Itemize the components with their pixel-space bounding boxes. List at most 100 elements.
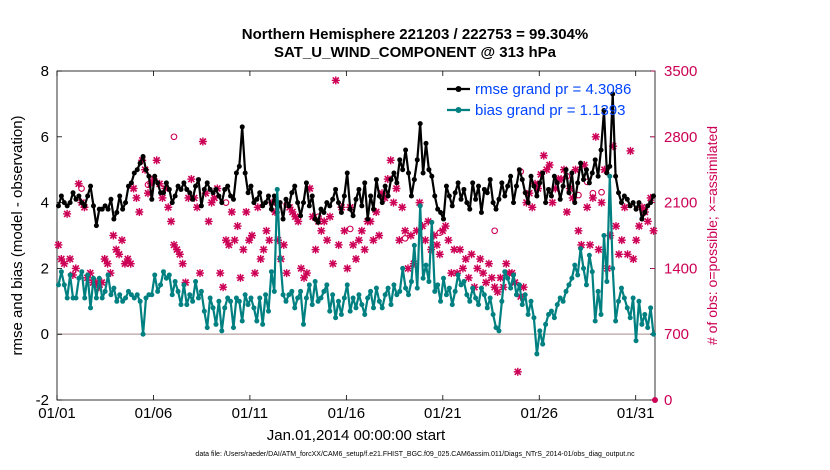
rmse-data-point	[563, 167, 569, 173]
bias-data-point	[105, 272, 111, 278]
obs-assimilated-marker	[297, 264, 306, 273]
obs-assimilated-marker	[302, 269, 311, 278]
rmse-data-point	[441, 216, 447, 222]
bias-data-point	[271, 288, 277, 294]
bias-data-point	[581, 265, 587, 271]
bias-data-point	[178, 302, 184, 308]
obs-assimilated-marker	[528, 203, 537, 212]
bias-data-point	[572, 262, 578, 268]
obs-assimilated-marker	[132, 193, 141, 202]
bias-data-point	[595, 288, 601, 294]
rmse-data-point	[219, 200, 225, 206]
bias-data-point	[540, 341, 546, 347]
bias-data-point	[397, 288, 403, 294]
rmse-data-point	[362, 180, 368, 186]
bias-data-point	[149, 292, 155, 298]
bias-data-point	[414, 285, 420, 291]
rmse-data-point	[344, 170, 350, 176]
obs-assimilated-marker	[178, 259, 187, 268]
bias-data-point	[117, 292, 123, 298]
bias-data-point	[627, 315, 633, 321]
rmse-data-point	[581, 177, 587, 183]
bias-data-point	[181, 282, 187, 288]
obs-assimilated-marker	[369, 236, 378, 245]
bias-data-point	[295, 295, 301, 301]
rmse-data-point	[216, 193, 222, 199]
obs-assimilated-marker	[198, 137, 207, 146]
rmse-data-point	[388, 177, 394, 183]
bias-data-point	[490, 311, 496, 317]
obs-assimilated-marker	[392, 184, 401, 193]
bias-data-point	[522, 292, 528, 298]
y-right-tick-label: 1400	[664, 260, 697, 277]
bias-data-point	[408, 279, 414, 285]
obs-assimilated-marker	[294, 217, 303, 226]
bias-data-point	[633, 338, 639, 344]
bias-data-point	[134, 292, 140, 298]
bias-data-point	[274, 186, 280, 192]
bias-data-point	[90, 275, 96, 281]
rmse-data-point	[525, 200, 531, 206]
obs-assimilated-marker	[617, 236, 626, 245]
rmse-data-point	[513, 183, 519, 189]
rmse-data-point	[338, 209, 344, 215]
bias-data-point	[85, 272, 91, 278]
obs-assimilated-marker	[435, 250, 444, 259]
rmse-data-point	[572, 200, 578, 206]
y-right-tick-label: 3500	[664, 63, 697, 80]
rmse-data-point	[484, 190, 490, 196]
obs-assimilated-marker	[265, 236, 274, 245]
y-axis-label-right: # of obs: o=possible; ×=assimilated	[704, 126, 720, 345]
obs-assimilated-marker	[404, 264, 412, 273]
bias-data-point	[548, 308, 554, 314]
rmse-data-point	[204, 180, 210, 186]
rmse-data-point	[111, 216, 117, 222]
obs-assimilated-marker	[594, 245, 603, 254]
bias-data-point	[79, 269, 85, 275]
rmse-data-point	[411, 177, 417, 183]
y-left-tick-label: 8	[41, 63, 49, 80]
rmse-data-point	[321, 209, 327, 215]
rmse-data-point	[575, 180, 581, 186]
obs-assimilated-marker	[250, 269, 259, 278]
bias-data-point	[96, 275, 102, 281]
bias-data-point	[651, 331, 657, 337]
rmse-data-point	[207, 186, 213, 192]
rmse-data-point	[595, 173, 601, 179]
rmse-data-point	[645, 203, 651, 209]
bias-data-point	[125, 288, 131, 294]
x-tick-label: 01/01	[38, 405, 76, 422]
legend-bias-dot	[455, 107, 462, 113]
rmse-data-point	[368, 193, 374, 199]
rmse-data-point	[222, 186, 228, 192]
bias-data-point	[455, 272, 461, 278]
obs-assimilated-marker	[242, 208, 251, 216]
bias-data-point	[330, 292, 336, 298]
rmse-data-point	[403, 147, 409, 153]
rmse-data-point	[271, 193, 277, 199]
obs-assimilated-marker	[464, 273, 473, 282]
obs-assimilated-marker	[620, 203, 629, 212]
rmse-data-point	[76, 193, 82, 199]
bias-data-point	[546, 311, 552, 317]
bias-data-point	[312, 279, 318, 285]
bias-data-point	[93, 295, 99, 301]
bias-data-point	[417, 203, 423, 209]
bias-data-point	[265, 308, 271, 314]
obs-possible-marker	[78, 185, 85, 192]
rmse-data-point	[639, 216, 645, 222]
obs-assimilated-marker	[432, 240, 441, 249]
bias-data-point	[566, 282, 572, 288]
rmse-data-point	[586, 180, 592, 186]
obs-assimilated-marker	[649, 226, 658, 235]
rmse-data-point	[114, 209, 120, 215]
bias-data-point	[534, 351, 540, 357]
rmse-data-point	[470, 180, 476, 186]
rmse-data-point	[557, 196, 563, 202]
rmse-data-point	[449, 203, 455, 209]
obs-assimilated-marker	[354, 236, 363, 245]
rmse-data-point	[408, 193, 414, 199]
bias-data-point	[131, 295, 137, 301]
rmse-data-point	[607, 163, 613, 169]
rmse-data-point	[382, 183, 388, 189]
